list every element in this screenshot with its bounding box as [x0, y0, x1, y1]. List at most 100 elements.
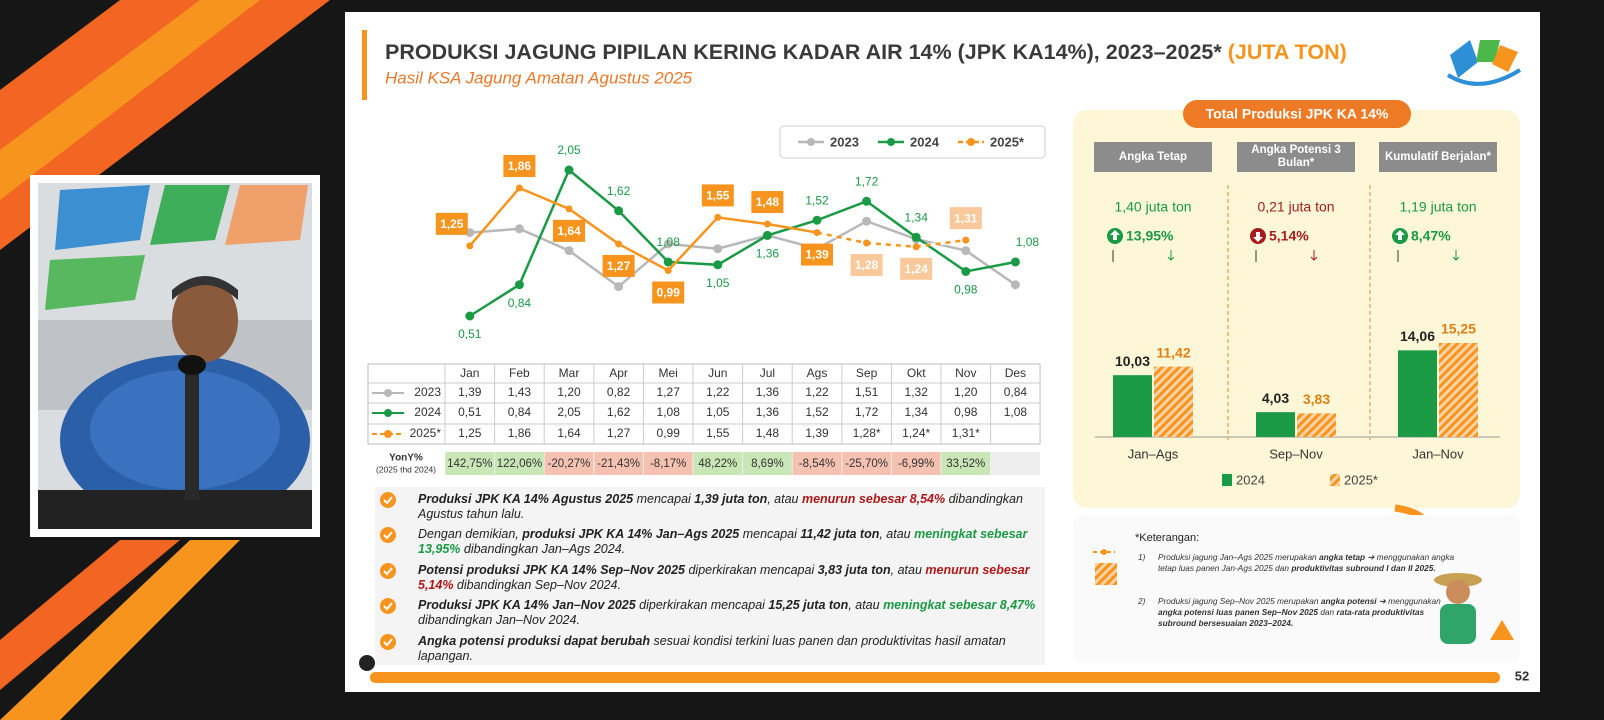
point — [961, 266, 971, 276]
table-cell: 1,64 — [557, 426, 581, 440]
yoy-sublabel: (2025 thd 2024) — [376, 464, 436, 474]
table-cell: 1,72 — [855, 405, 879, 419]
note-legend-hatch — [1095, 563, 1117, 585]
yoy-value: 33,52% — [946, 458, 985, 470]
bar — [1297, 413, 1336, 437]
bullet-segment: mencapai — [633, 492, 695, 506]
data-label: 1,27 — [607, 259, 631, 273]
yoy-cell — [544, 452, 594, 475]
point — [1010, 280, 1020, 290]
panel-percent: 13,95% — [1126, 228, 1174, 244]
table-row-label: 2025* — [410, 426, 442, 440]
data-label: 1,48 — [756, 195, 780, 209]
bar-label: 15,25 — [1441, 321, 1476, 337]
table-cell: 0,84 — [508, 405, 532, 419]
point — [812, 215, 822, 225]
table-header: Feb — [509, 366, 530, 380]
table-header: Mar — [559, 366, 580, 380]
table-cell: 1,05 — [706, 405, 730, 419]
table-header: Nov — [955, 366, 976, 380]
data-label: 0,98 — [954, 283, 978, 297]
bullet-segment: Produksi JPK KA 14% Jan–Nov 2025 — [418, 598, 636, 612]
data-label: 1,36 — [756, 247, 780, 261]
note-text: Produksi jagung Sep–Nov 2025 merupakan a… — [1158, 596, 1458, 629]
note-segment: Produksi jagung Sep–Nov 2025 merupakan — [1158, 596, 1321, 606]
yoy-cell — [693, 452, 743, 475]
panel-change: 0,21 juta ton — [1257, 199, 1334, 215]
point — [763, 220, 771, 228]
table-cell: 1,36 — [756, 385, 780, 399]
legend-swatch — [1330, 474, 1340, 486]
data-label: 1,86 — [508, 159, 532, 173]
point — [565, 205, 573, 213]
yoy-cell — [792, 452, 842, 475]
point — [615, 240, 623, 248]
point — [514, 224, 524, 234]
bullet-segment: 15,25 juta ton — [768, 598, 849, 612]
point — [466, 242, 474, 250]
label-box — [503, 155, 536, 178]
table-row-label: 2024 — [414, 405, 441, 419]
label-box — [435, 212, 468, 235]
legend-label: 2024 — [910, 134, 940, 149]
bullet-text: Produksi JPK KA 14% Jan–Nov 2025 diperki… — [418, 598, 1040, 628]
table-cell: 2,05 — [557, 405, 581, 419]
down-mark — [1452, 250, 1460, 261]
bullets-background — [375, 487, 1045, 665]
bullet-segment: diperkirakan mencapai — [635, 598, 769, 612]
title-text: PRODUKSI JAGUNG PIPILAN KERING KADAR AIR… — [385, 40, 1222, 64]
bullet-segment: , atau — [890, 563, 926, 577]
yoy-value: 48,22% — [698, 458, 737, 470]
table-cell: 1,32 — [905, 385, 929, 399]
table-cell: 1,28* — [853, 426, 881, 440]
table-cell: 1,24* — [902, 426, 930, 440]
bullet-segment: meningkat sebesar 13,95% — [418, 527, 1028, 556]
yoy-cell — [445, 452, 495, 475]
label-box — [553, 219, 585, 242]
yoy-cell — [594, 452, 643, 475]
yoy-value: 8,69% — [751, 458, 784, 470]
note-segment: ➔ menggunakan angka tetap luas panen Jan… — [1158, 552, 1455, 573]
point — [663, 239, 673, 249]
table-cell: 1,22 — [706, 385, 730, 399]
table-header: Sep — [856, 366, 878, 380]
panel-percent: 5,14% — [1269, 228, 1309, 244]
bullet-segment: Angka potensi produksi dapat berubah — [418, 634, 650, 648]
table-cell: 1,86 — [508, 426, 532, 440]
note-segment: angka tetap — [1318, 552, 1366, 562]
point — [514, 280, 524, 290]
direction-arrow — [1253, 232, 1263, 242]
table-cell: 1,55 — [706, 426, 730, 440]
label-box — [850, 254, 883, 276]
data-label: 1,55 — [706, 189, 730, 203]
label-box — [701, 184, 734, 207]
data-label: 2,05 — [557, 143, 581, 157]
point — [614, 282, 624, 292]
legend-dot — [967, 138, 975, 146]
point — [762, 230, 772, 240]
legend-dot — [807, 138, 815, 146]
bullet-segment: menurun sebesar 5,14% — [418, 563, 1030, 592]
bullet-icon — [380, 598, 396, 614]
bar — [1398, 350, 1437, 437]
notes-panel — [1073, 515, 1520, 663]
table-cell: 1,48 — [756, 426, 780, 440]
bar-label: 4,03 — [1262, 390, 1289, 406]
yoy-row-bg — [445, 452, 1040, 475]
bullet-segment: produksi JPK KA 14% Jan–Ags 2025 — [522, 527, 740, 541]
point — [862, 196, 872, 206]
bullet-segment: , atau — [767, 492, 802, 506]
bullet-segment: menurun sebesar 8,54% — [801, 492, 946, 506]
panel-change: 1,40 juta ton — [1114, 199, 1191, 215]
note-segment: Produksi jagung Jan–Ags 2025 merupakan — [1158, 552, 1319, 562]
bullet-check — [383, 531, 393, 540]
bar-label: 14,06 — [1400, 328, 1435, 344]
yoy-cell — [941, 452, 991, 475]
bar — [1439, 343, 1478, 437]
yoy-value: -20,27% — [548, 458, 591, 470]
bar-label: 10,03 — [1115, 353, 1150, 369]
bullet-segment: diperkirakan mencapai — [685, 563, 818, 577]
down-mark — [1310, 250, 1318, 261]
bullet-segment: , atau — [848, 598, 884, 612]
data-label: 1,62 — [607, 184, 631, 198]
